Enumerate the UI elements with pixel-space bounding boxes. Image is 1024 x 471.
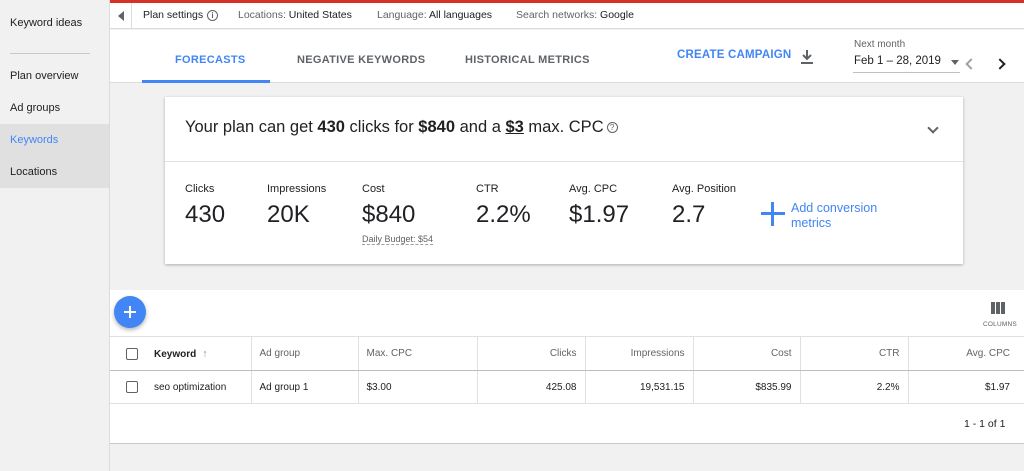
columns-label[interactable]: COLUMNS xyxy=(983,321,1017,328)
metric-label: Avg. Position xyxy=(672,183,737,195)
info-icon[interactable]: i xyxy=(207,10,218,21)
forecast-card: Your plan can get 430 clicks for $840 an… xyxy=(165,97,963,264)
plus-icon[interactable] xyxy=(760,201,786,227)
cell-max-cpc[interactable]: $3.00 xyxy=(358,370,478,404)
metric-value: 430 xyxy=(185,201,226,228)
table-row[interactable]: seo optimization Ad group 1 $3.00 425.08… xyxy=(110,370,1024,404)
add-keyword-button[interactable] xyxy=(114,296,146,328)
metric-value: 2.7 xyxy=(672,201,706,228)
col-header-clicks[interactable]: Clicks xyxy=(477,336,586,371)
chevron-down-icon[interactable] xyxy=(927,122,939,134)
metric-avg-cpc: Avg. CPC $1.97 xyxy=(569,183,629,229)
networks-value: Google xyxy=(600,9,634,21)
col-header-keyword[interactable]: Keyword ↑ xyxy=(146,336,252,371)
col-header-label: Keyword xyxy=(154,348,197,360)
columns-icon[interactable] xyxy=(991,302,1005,314)
locations-value: United States xyxy=(288,9,352,21)
metric-ctr: CTR 2.2% xyxy=(476,183,531,229)
date-range-value: Feb 1 – 28, 2019 xyxy=(854,55,941,67)
summary-cost: $840 xyxy=(418,118,456,136)
networks-key: Search networks: xyxy=(516,9,598,21)
col-header-cost[interactable]: Cost xyxy=(693,336,801,371)
cell-ctr: 2.2% xyxy=(800,370,909,404)
metric-label: Clicks xyxy=(185,183,215,195)
metric-label: CTR xyxy=(476,183,499,195)
tab-forecasts[interactable]: FORECASTS xyxy=(175,54,246,66)
top-accent-line xyxy=(110,0,1024,3)
next-period-button[interactable] xyxy=(994,55,1006,73)
col-header-avg-cpc[interactable]: Avg. CPC xyxy=(908,336,1024,371)
summary-max-cpc-link[interactable]: $3 xyxy=(505,118,524,136)
cell-cost: $835.99 xyxy=(693,370,801,404)
period-label: Next month xyxy=(854,39,906,50)
summary-text-pre: Your plan can get xyxy=(185,118,318,136)
sidebar-divider xyxy=(10,53,90,54)
summary-text-mid1: clicks for xyxy=(344,118,419,136)
cell-ad-group[interactable]: Ad group 1 xyxy=(251,370,359,404)
summary-text-mid2: and a xyxy=(455,118,506,136)
metric-value: $840 xyxy=(362,201,416,228)
sidebar-item-keywords[interactable]: Keywords xyxy=(0,124,109,156)
forecast-summary[interactable]: Your plan can get 430 clicks for $840 an… xyxy=(165,97,963,162)
summary-clicks: 430 xyxy=(317,118,345,136)
triangle-left-icon xyxy=(117,11,124,21)
locations-setting[interactable]: Locations: United States xyxy=(238,9,352,21)
sort-arrow-up-icon[interactable]: ↑ xyxy=(202,347,208,360)
metric-value: $1.97 xyxy=(569,201,630,228)
sidebar-item-keyword-ideas[interactable]: Keyword ideas xyxy=(10,17,83,29)
sidebar-item-plan-overview[interactable]: Plan overview xyxy=(10,70,79,82)
summary-text-post: max. CPC xyxy=(523,118,604,136)
forecast-summary-text: Your plan can get 430 clicks for $840 an… xyxy=(185,118,618,137)
language-value: All languages xyxy=(428,9,493,21)
language-setting[interactable]: Language: All languages xyxy=(377,9,492,21)
plan-settings-bar: Plan settings i Locations: United States… xyxy=(110,3,1024,29)
metric-label: Impressions xyxy=(267,183,327,195)
active-tab-indicator xyxy=(142,80,270,83)
cell-impressions: 19,531.15 xyxy=(585,370,694,404)
date-range-select[interactable]: Feb 1 – 28, 2019 xyxy=(853,53,960,73)
create-campaign-button[interactable]: CREATE CAMPAIGN xyxy=(677,49,792,61)
metric-avg-position: Avg. Position 2.7 xyxy=(672,183,736,229)
sidebar: Keyword ideas Plan overview Ad groups Ke… xyxy=(0,0,110,471)
col-header-ctr[interactable]: CTR xyxy=(800,336,909,371)
table-header-row: Keyword ↑ Ad group Max. CPC Clicks Impres… xyxy=(110,336,1024,371)
col-header-max-cpc[interactable]: Max. CPC xyxy=(358,336,478,371)
metric-value: 20K xyxy=(267,201,310,228)
collapse-sidebar-button[interactable] xyxy=(110,3,132,29)
row-checkbox-cell xyxy=(110,370,146,404)
language-key: Language: xyxy=(377,9,427,21)
help-icon[interactable]: ? xyxy=(606,122,618,134)
metric-label: Cost xyxy=(362,183,385,195)
metric-label: Avg. CPC xyxy=(569,183,618,195)
metric-cost: Cost $840 xyxy=(362,183,415,229)
tab-historical-metrics[interactable]: HISTORICAL METRICS xyxy=(465,54,590,66)
plan-settings-label[interactable]: Plan settings xyxy=(143,9,204,21)
metric-value: 2.2% xyxy=(476,201,531,228)
metric-clicks: Clicks 430 xyxy=(185,183,225,229)
col-header-ad-group[interactable]: Ad group xyxy=(251,336,359,371)
select-all-checkbox-cell xyxy=(110,336,146,371)
chevron-right-icon xyxy=(994,58,1006,70)
header-tabs-bar: FORECASTS NEGATIVE KEYWORDS HISTORICAL M… xyxy=(110,30,1024,83)
download-icon[interactable] xyxy=(800,49,814,65)
pagination-text: 1 - 1 of 1 xyxy=(964,418,1006,430)
select-all-checkbox[interactable] xyxy=(126,347,138,360)
cell-avg-cpc: $1.97 xyxy=(908,370,1024,404)
add-conversion-metrics-link[interactable]: Add conversion metrics xyxy=(791,201,878,230)
cell-clicks: 425.08 xyxy=(477,370,586,404)
tab-negative-keywords[interactable]: NEGATIVE KEYWORDS xyxy=(297,54,426,66)
networks-setting[interactable]: Search networks: Google xyxy=(516,9,634,21)
row-checkbox[interactable] xyxy=(126,381,138,393)
sidebar-item-locations[interactable]: Locations xyxy=(0,156,109,188)
keywords-table: Keyword ↑ Ad group Max. CPC Clicks Impres… xyxy=(110,336,1024,404)
cell-keyword[interactable]: seo optimization xyxy=(146,370,252,404)
sidebar-item-ad-groups[interactable]: Ad groups xyxy=(10,102,61,114)
locations-key: Locations: xyxy=(238,9,286,21)
daily-budget-text[interactable]: Daily Budget: $54 xyxy=(362,234,434,245)
dropdown-arrow-icon xyxy=(951,60,959,65)
col-header-impressions[interactable]: Impressions xyxy=(585,336,694,371)
chevron-left-icon xyxy=(965,58,977,70)
previous-period-button[interactable] xyxy=(965,55,977,73)
metric-impressions: Impressions 20K xyxy=(267,183,326,229)
